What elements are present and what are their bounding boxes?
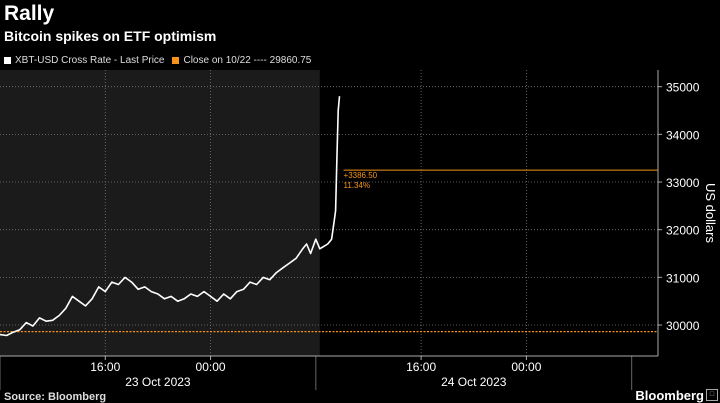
brand-logo: Bloomberg xyxy=(635,388,704,403)
shaded-region xyxy=(0,70,320,356)
y-tick-label: 33000 xyxy=(666,176,700,190)
x-tick-label: 00:00 xyxy=(196,360,226,374)
close-swatch xyxy=(172,57,180,64)
y-tick-label: 30000 xyxy=(666,319,700,333)
expand-icon: □ xyxy=(706,389,718,401)
source-note: Source: Bloomberg xyxy=(4,391,107,403)
change-label: 11.34% xyxy=(344,181,371,190)
y-tick-label: 35000 xyxy=(666,81,700,95)
chart-title: Rally xyxy=(4,2,55,25)
x-tick-label: 16:00 xyxy=(406,360,436,374)
y-axis-label: US dollars xyxy=(703,183,718,243)
change-label: +3386.50 xyxy=(344,171,378,180)
chart-subtitle: Bitcoin spikes on ETF optimism xyxy=(4,28,217,44)
price-series-line xyxy=(0,96,341,337)
legend-series-label: XBT-USD Cross Rate - Last Price xyxy=(15,55,165,66)
legend-close-label: Close on 10/22 ---- 29860.75 xyxy=(183,55,312,66)
y-tick-label: 34000 xyxy=(666,128,700,142)
x-tick-label: 00:00 xyxy=(511,360,541,374)
x-date-label: 23 Oct 2023 xyxy=(125,375,191,389)
x-date-label: 24 Oct 2023 xyxy=(441,375,507,389)
series-swatch xyxy=(4,57,11,64)
y-tick-label: 32000 xyxy=(666,224,700,238)
y-tick-label: 31000 xyxy=(666,271,700,285)
x-tick-label: 16:00 xyxy=(90,360,120,374)
legend: XBT-USD Cross Rate - Last Price Close on… xyxy=(4,55,311,66)
